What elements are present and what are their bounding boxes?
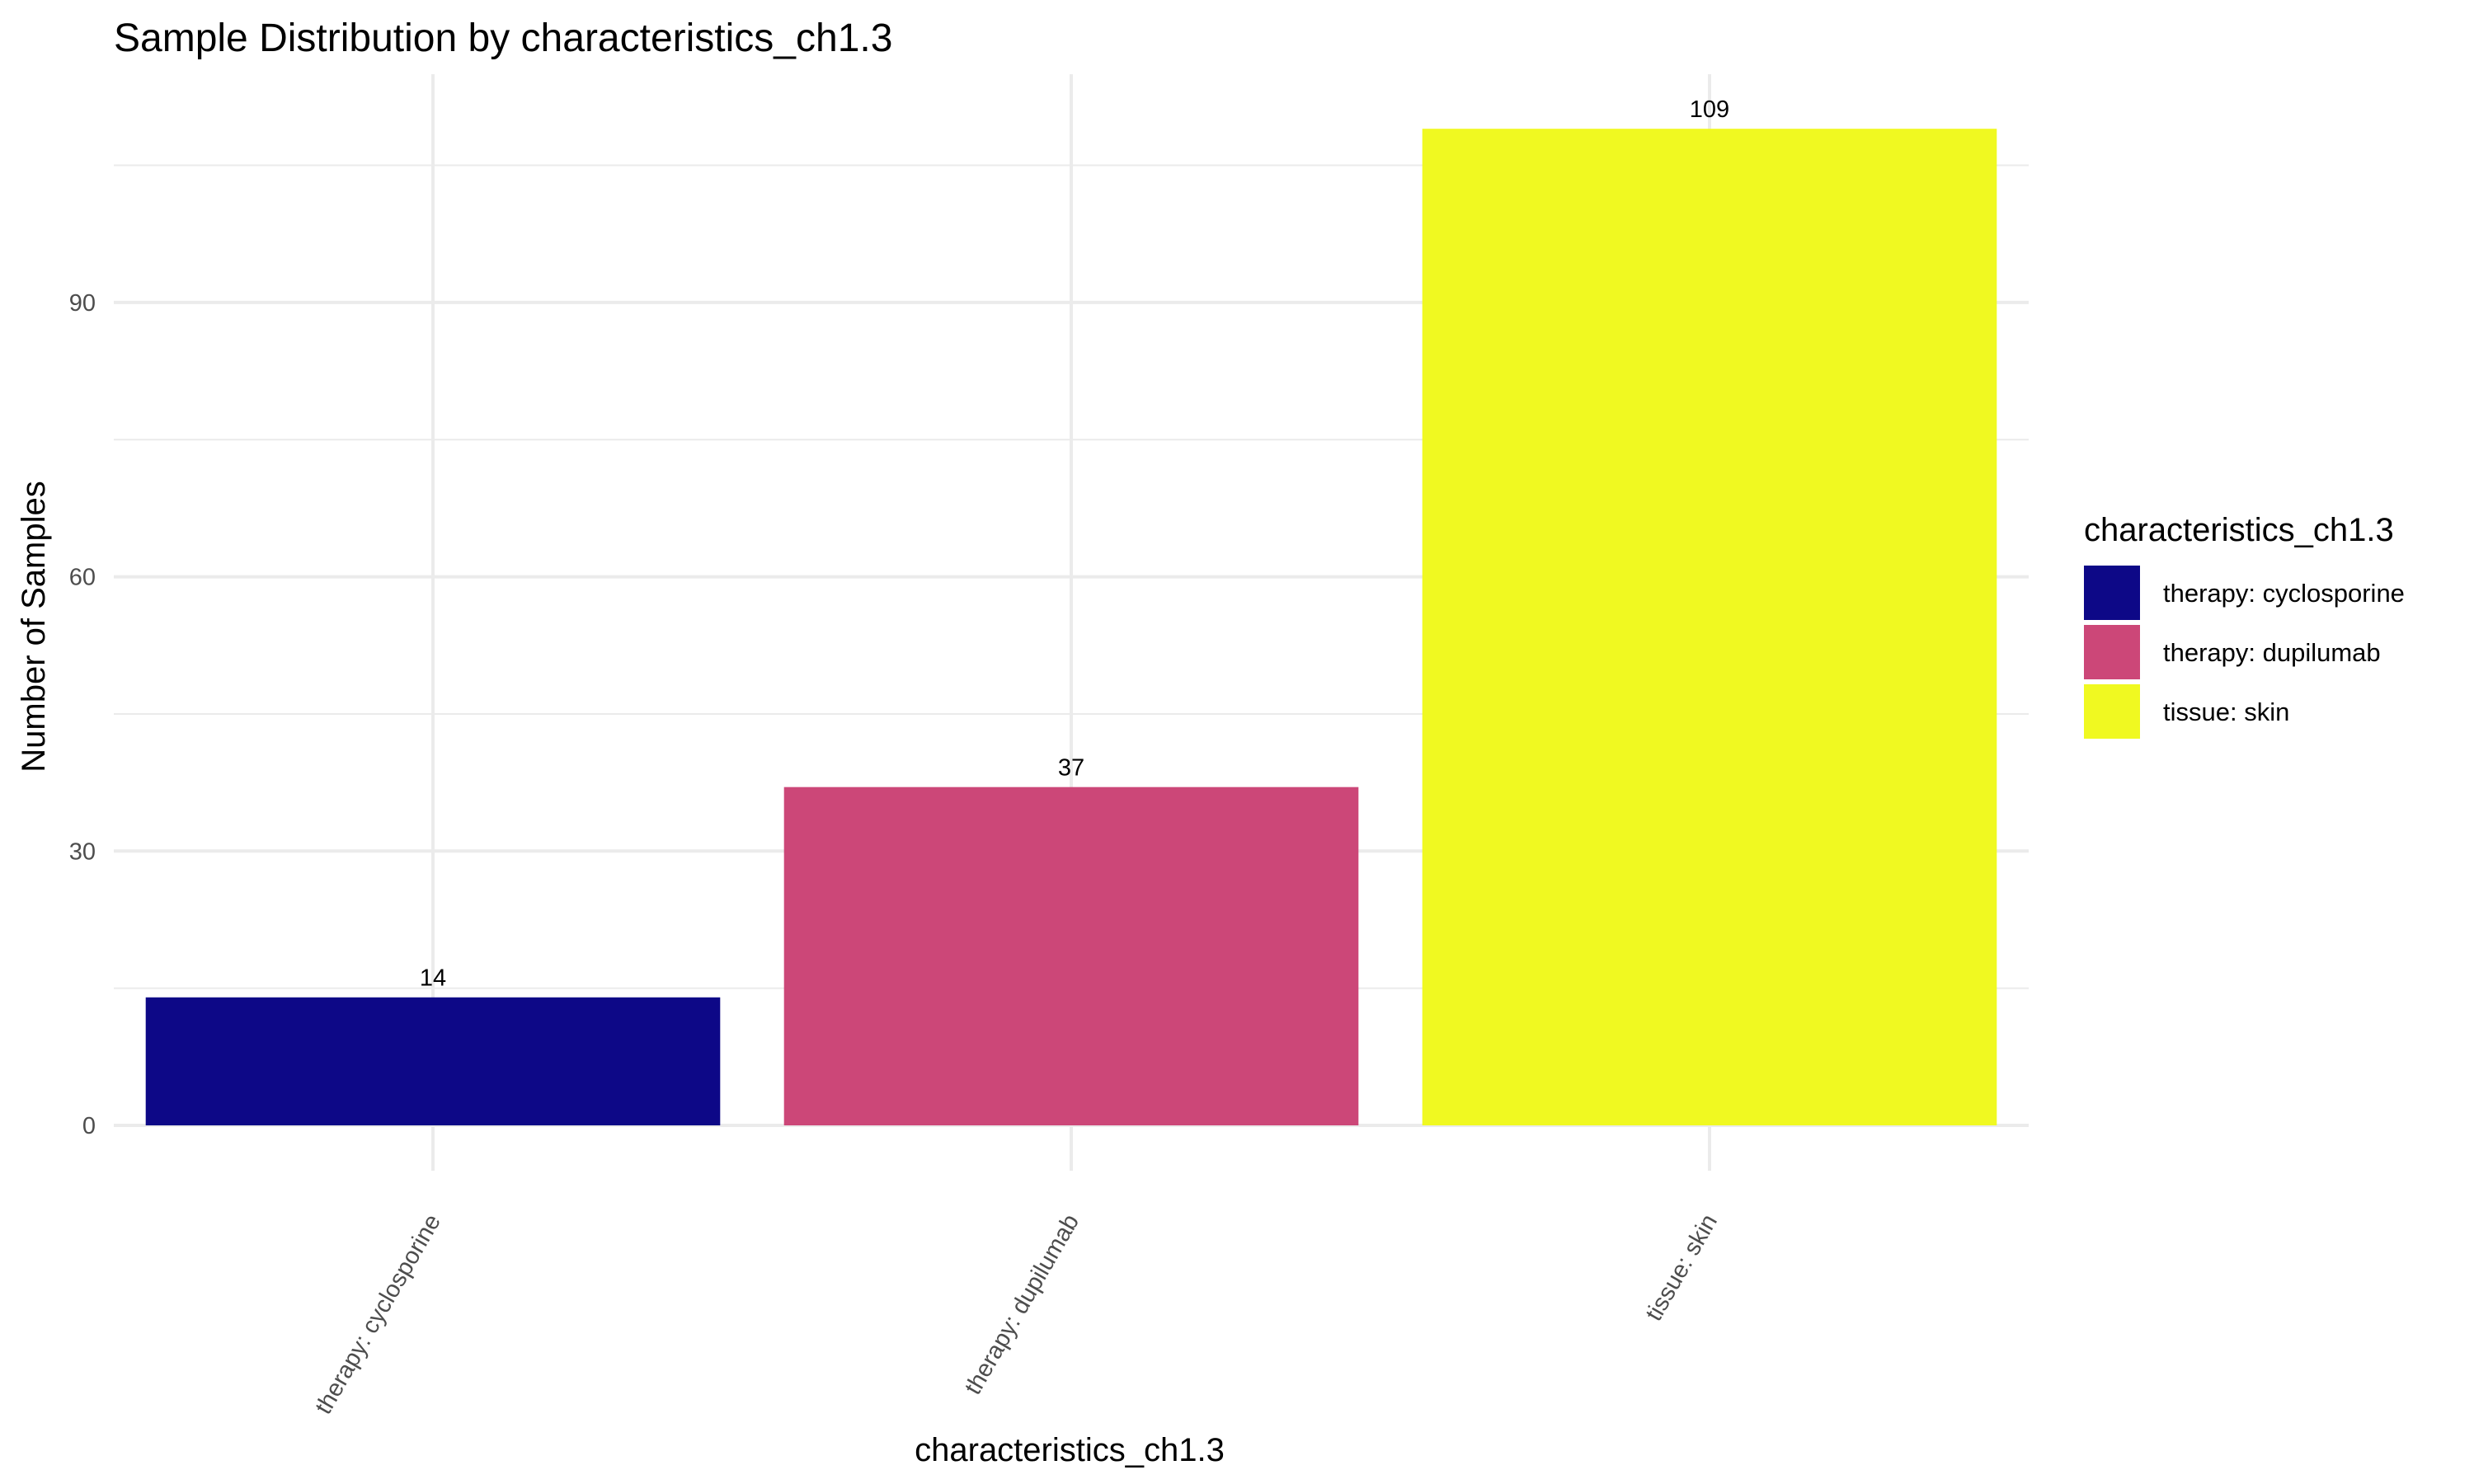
bar-value-label: 37 xyxy=(1058,755,1084,782)
legend-title: characteristics_ch1.3 xyxy=(2084,512,2394,548)
legend-label: tissue: skin xyxy=(2163,697,2289,726)
y-tick-label: 30 xyxy=(69,838,96,865)
legend-key xyxy=(2084,684,2140,739)
bar xyxy=(145,997,721,1125)
bar xyxy=(783,787,1359,1125)
y-tick-label: 90 xyxy=(69,290,96,317)
x-axis-title: characteristics_ch1.3 xyxy=(915,1432,1225,1468)
legend-items: therapy: cyclosporine therapy: dupilumab t… xyxy=(2084,566,2405,739)
legend-item: therapy: cyclosporine xyxy=(2084,566,2405,620)
bar xyxy=(1422,129,1997,1126)
legend-key xyxy=(2084,625,2140,679)
x-tick-label: therapy: dupilumab xyxy=(960,1210,1084,1400)
y-tick-label: 0 xyxy=(82,1113,96,1139)
y-axis-ticks: 0 30 60 90 xyxy=(69,290,96,1139)
bars xyxy=(145,129,1997,1126)
x-axis-ticks: therapy: cyclosporine therapy: dupilumab t… xyxy=(310,1210,1723,1419)
bar-value-label: 14 xyxy=(420,965,446,992)
y-tick-label: 60 xyxy=(69,565,96,591)
legend: characteristics_ch1.3 therapy: cyclospor… xyxy=(2084,512,2405,739)
data-labels: 14 37 109 xyxy=(420,96,1729,992)
y-axis-title: Number of Samples xyxy=(16,481,52,772)
x-tick-label: tissue: skin xyxy=(1641,1210,1723,1326)
legend-item: tissue: skin xyxy=(2084,684,2289,739)
legend-label: therapy: dupilumab xyxy=(2163,638,2381,667)
x-tick-label: therapy: cyclosporine xyxy=(310,1210,446,1419)
legend-key xyxy=(2084,566,2140,620)
bar-value-label: 109 xyxy=(1690,96,1729,123)
chart-title: Sample Distribution by characteristics_c… xyxy=(114,16,892,60)
legend-item: therapy: dupilumab xyxy=(2084,625,2381,679)
legend-label: therapy: cyclosporine xyxy=(2163,579,2405,608)
